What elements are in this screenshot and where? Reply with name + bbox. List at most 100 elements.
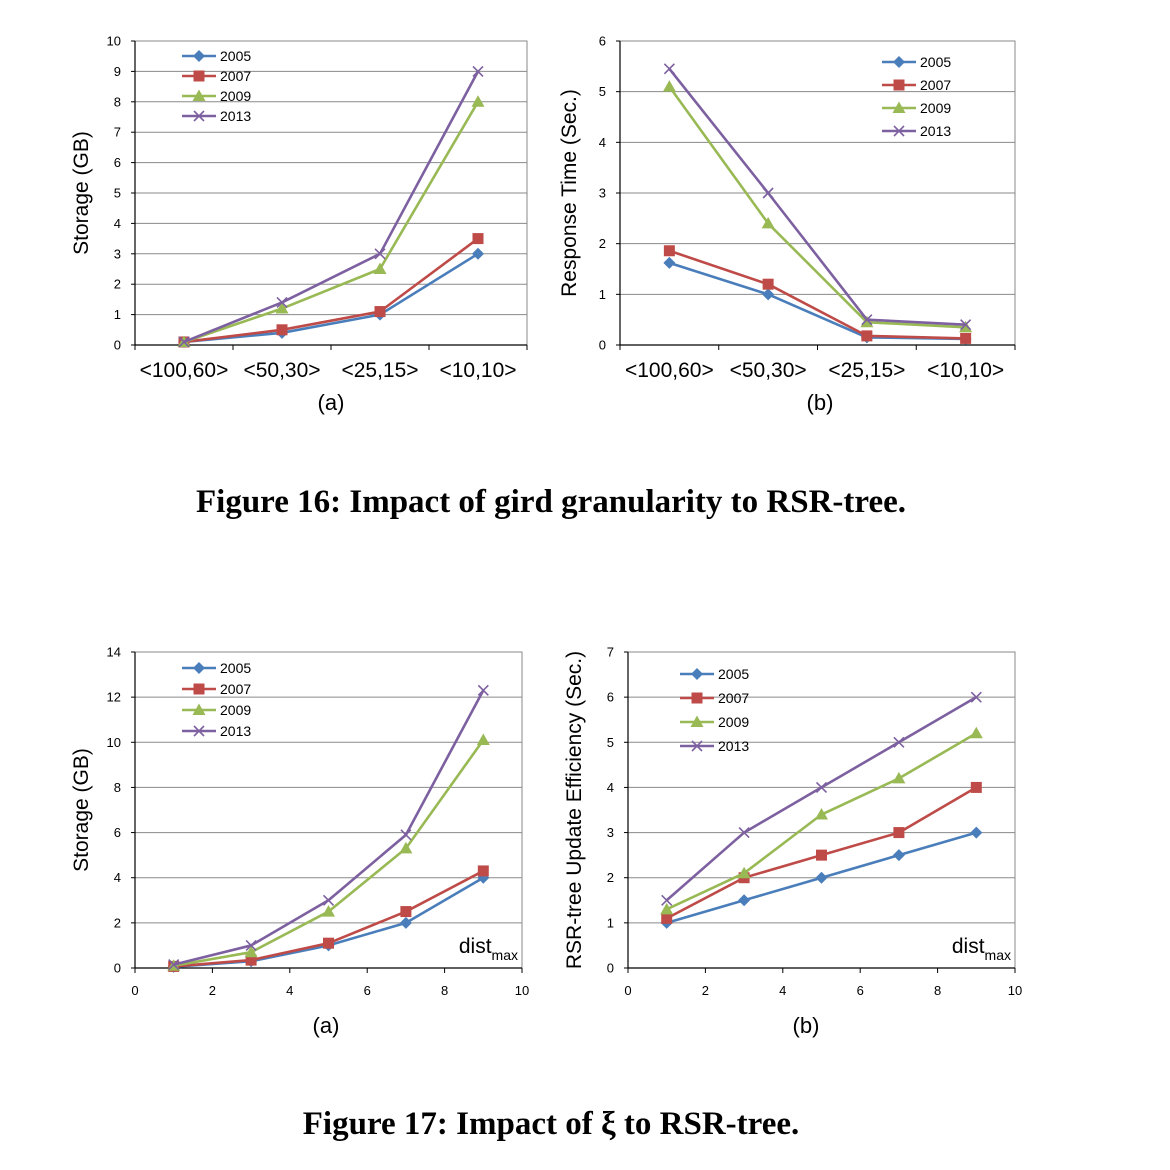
series-2009-triangle-marker	[471, 95, 485, 107]
series-2005-diamond-marker	[663, 256, 676, 269]
y-tick-label: 3	[599, 186, 606, 201]
series-2009-triangle-marker	[969, 726, 983, 739]
chart-16a: 0 1 2 3 4 5 6 7 8 9 10 <100,60> <50,30> <25,15> <10,10…	[70, 34, 528, 415]
series-2005-diamond-marker	[399, 916, 412, 929]
legend-2005-label: 2005	[220, 660, 251, 676]
legend-2005-diamond-marker	[193, 50, 205, 62]
x-tick-label: 8	[441, 983, 448, 998]
legend-2007-square-marker	[193, 683, 205, 695]
y-tick-label: 1	[607, 915, 614, 930]
x-tick-label: 2	[702, 983, 709, 998]
legend-2013-x-marker	[691, 740, 703, 752]
chart-17a: 0 2 4 6 8 10 12 14 0 2 4 6 8 10 Storage (GB) (a) distmax…	[70, 645, 529, 1039]
y-tick-label: 9	[114, 64, 121, 79]
x-tick-label: 2	[209, 983, 216, 998]
series-2009-triangle-marker	[322, 905, 335, 917]
series-2005-diamond-marker	[762, 288, 775, 301]
y-tick-label: 5	[114, 186, 121, 201]
series-2007-square-marker	[893, 827, 905, 839]
y-tick-label: 1	[599, 287, 606, 302]
legend-2007-label: 2007	[920, 77, 951, 93]
series-2013-x-marker	[663, 63, 675, 75]
series-2009-triangle-marker	[959, 320, 973, 333]
legend-2013-label: 2013	[220, 723, 251, 739]
legend-2013-label: 2013	[920, 123, 951, 139]
series-2009-triangle-marker	[761, 216, 775, 229]
series-2007-line	[668, 249, 966, 340]
series-2013-x-marker	[472, 65, 484, 77]
series-2007-square-marker	[816, 849, 827, 861]
series-2009-line	[173, 739, 485, 968]
series-2013-x-marker	[322, 894, 335, 906]
y-tick-label: 10	[107, 735, 121, 750]
x-category-label: <25,15>	[828, 359, 905, 382]
y-tick-label: 4	[607, 780, 614, 795]
y-tick-label: 1	[114, 307, 121, 322]
series-2007-square-marker	[472, 233, 484, 245]
series-2005-diamond-marker	[892, 849, 905, 862]
y-tick-label: 10	[107, 34, 121, 49]
legend-2007-square-marker	[193, 70, 205, 82]
y-tick-label: 6	[607, 690, 614, 705]
series-2013-line	[665, 696, 977, 902]
series-2009-triangle-marker	[662, 80, 676, 92]
subfigure-label: (a)	[318, 390, 345, 415]
series-2013-x-marker	[960, 319, 972, 331]
series-2007-square-marker	[861, 330, 873, 342]
legend: 2005 2007 2009 2013	[182, 660, 251, 739]
legend-2009-triangle-marker	[690, 715, 704, 727]
series-2013-x-marker	[400, 829, 412, 841]
series-2009-triangle-marker	[892, 771, 906, 784]
series-2013-x-marker	[168, 959, 180, 971]
x-tick-label: 0	[624, 983, 631, 998]
series-2007-line	[183, 237, 479, 344]
series-2007-square-marker	[960, 332, 972, 344]
y-tick-label: 7	[607, 645, 614, 660]
legend-2005-diamond-marker	[691, 668, 703, 680]
legend-2007-square-marker	[893, 79, 905, 91]
y-tick-label: 3	[114, 246, 121, 261]
series-2007-square-marker	[663, 245, 675, 257]
series-2013-x-marker	[374, 248, 386, 260]
y-tick-label: 6	[599, 34, 606, 49]
series-2013-x-marker	[861, 314, 873, 326]
series-2007-square-marker	[970, 781, 982, 793]
series-2007-square-marker	[276, 324, 288, 336]
series-2007-square-marker	[374, 306, 386, 318]
series-2007-square-marker	[762, 278, 774, 290]
series-2013-x-marker	[477, 684, 489, 696]
legend-2005-label: 2005	[718, 666, 749, 682]
y-axis-label: Storage (GB)	[70, 748, 93, 872]
annotation-subscript: max	[985, 947, 1011, 963]
legend-2005-diamond-marker	[193, 662, 205, 674]
series-2005-diamond-marker	[738, 894, 751, 907]
legend-2007-label: 2007	[220, 68, 251, 84]
series-2013-x-marker	[178, 336, 190, 348]
y-tick-label: 12	[107, 690, 121, 705]
legend-2007-square-marker	[691, 692, 703, 704]
chart-17b: 0 1 2 3 4 5 6 7 0 2 4 6 8 10 RSR-tree Update Efficienc…	[563, 645, 1022, 1039]
y-tick-label: 2	[114, 915, 121, 930]
y-tick-label: 2	[599, 236, 606, 251]
x-tick-label: 0	[131, 983, 138, 998]
y-tick-label: 0	[599, 338, 606, 353]
x-category-label: <50,30>	[730, 359, 807, 382]
chart-16b: 0 1 2 3 4 5 6 <100,60> <50,30> <25,15> <10,10> Resp…	[558, 34, 1016, 415]
y-tick-label: 14	[107, 645, 121, 660]
y-tick-label: 8	[114, 94, 121, 109]
series-2009-triangle-marker	[275, 302, 289, 314]
series-2009-triangle-marker	[476, 733, 490, 746]
legend-2009-label: 2009	[220, 88, 251, 104]
y-axis-label: Storage (GB)	[70, 131, 93, 255]
legend: 2005 2007 2009 2013	[182, 48, 251, 124]
y-tick-label: 0	[114, 338, 121, 353]
x-tick-label: 4	[286, 983, 293, 998]
x-tick-label: 6	[857, 983, 864, 998]
dist-max-annotation: distmax	[952, 935, 1011, 963]
series-2005-diamond-marker	[472, 247, 484, 260]
x-tick-label: 10	[1008, 983, 1022, 998]
annotation-main: dist	[459, 935, 492, 958]
subfigure-label: (b)	[807, 390, 834, 415]
y-tick-label: 8	[114, 780, 121, 795]
series-2007-square-marker	[477, 865, 489, 877]
